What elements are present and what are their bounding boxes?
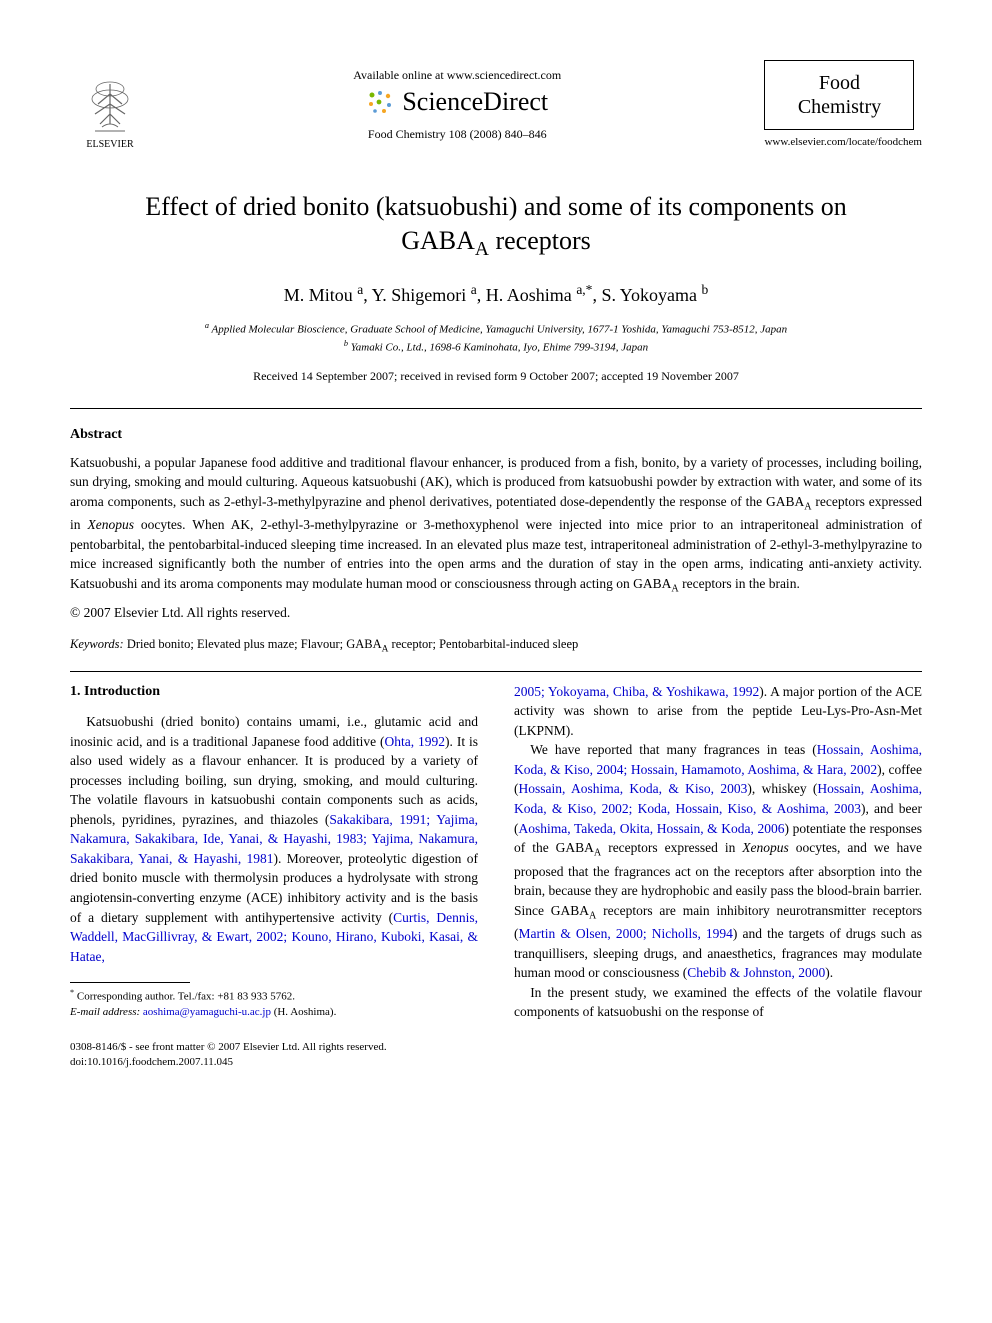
elsevier-tree-icon (80, 79, 140, 139)
available-online-text: Available online at www.sciencedirect.co… (150, 68, 764, 83)
abstract-body: Katsuobushi, a popular Japanese food add… (70, 453, 922, 598)
keywords-text: Dried bonito; Elevated plus maze; Flavou… (127, 637, 578, 651)
footer-front-matter: 0308-8146/$ - see front matter © 2007 El… (70, 1040, 922, 1055)
page-footer: 0308-8146/$ - see front matter © 2007 El… (70, 1040, 922, 1071)
journal-box-wrapper: Food Chemistry www.elsevier.com/locate/f… (764, 60, 922, 148)
article-title: Effect of dried bonito (katsuobushi) and… (110, 190, 882, 262)
affiliation-a: a Applied Molecular Bioscience, Graduate… (70, 320, 922, 338)
rule-before-abstract (70, 408, 922, 409)
citation-text: Food Chemistry 108 (2008) 840–846 (150, 127, 764, 142)
section-heading: 1. Introduction (70, 682, 478, 702)
keywords-label: Keywords: (70, 637, 124, 651)
intro-para-1: Katsuobushi (dried bonito) contains umam… (70, 712, 478, 966)
journal-name-line1: Food (779, 71, 899, 95)
journal-name-line2: Chemistry (779, 95, 899, 119)
journal-url[interactable]: www.elsevier.com/locate/foodchem (764, 136, 922, 148)
corresponding-author: * Corresponding author. Tel./fax: +81 83… (70, 987, 478, 1005)
sciencedirect-logo: ScienceDirect (366, 87, 548, 117)
elsevier-label: ELSEVIER (86, 139, 133, 150)
rule-after-keywords (70, 671, 922, 672)
footnotes: * Corresponding author. Tel./fax: +81 83… (70, 987, 478, 1020)
footnote-rule (70, 982, 190, 983)
section-title: Introduction (84, 684, 160, 699)
body-columns: 1. Introduction Katsuobushi (dried bonit… (70, 682, 922, 1022)
email-line: E-mail address: aoshima@yamaguchi-u.ac.j… (70, 1005, 478, 1020)
article-dates: Received 14 September 2007; received in … (70, 369, 922, 384)
authors: M. Mitou a, Y. Shigemori a, H. Aoshima a… (70, 282, 922, 306)
sciencedirect-dots-icon (366, 89, 396, 115)
keywords: Keywords: Dried bonito; Elevated plus ma… (70, 637, 922, 655)
intro-para-2: We have reported that many fragrances in… (514, 740, 922, 982)
email-author-name: (H. Aoshima). (274, 1006, 337, 1018)
center-header: Available online at www.sciencedirect.co… (150, 60, 764, 142)
elsevier-logo: ELSEVIER (70, 60, 150, 150)
email-label: E-mail address: (70, 1006, 140, 1018)
intro-para-3: In the present study, we examined the ef… (514, 983, 922, 1022)
corresponding-text: Corresponding author. Tel./fax: +81 83 9… (77, 991, 295, 1003)
section-number: 1. (70, 684, 81, 699)
sciencedirect-text: ScienceDirect (402, 87, 548, 117)
abstract-copyright: © 2007 Elsevier Ltd. All rights reserved… (70, 605, 922, 621)
email-address[interactable]: aoshima@yamaguchi-u.ac.jp (143, 1006, 271, 1018)
abstract-heading: Abstract (70, 427, 922, 443)
page-header: ELSEVIER Available online at www.science… (70, 60, 922, 150)
journal-box: Food Chemistry (764, 60, 914, 130)
affiliation-b: b Yamaki Co., Ltd., 1698-6 Kaminohata, I… (70, 338, 922, 356)
footer-doi: doi:10.1016/j.foodchem.2007.11.045 (70, 1055, 922, 1070)
intro-para-1-cont: 2005; Yokoyama, Chiba, & Yoshikawa, 1992… (514, 682, 922, 741)
affiliations: a Applied Molecular Bioscience, Graduate… (70, 320, 922, 356)
